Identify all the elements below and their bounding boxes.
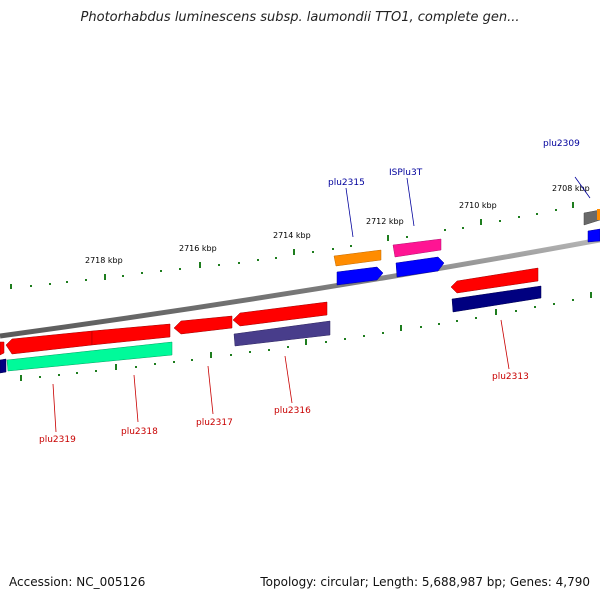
gene-reverse-darkblue-2[interactable] bbox=[451, 285, 542, 313]
lower-tick-ruler bbox=[20, 292, 592, 381]
gene-forward-blue-3[interactable] bbox=[587, 228, 600, 243]
accession-text: Accession: NC_005126 bbox=[9, 575, 146, 589]
map-title: Photorhabdus luminescens subsp. laumondi… bbox=[80, 10, 520, 25]
reverse-genes bbox=[0, 267, 542, 374]
gene-forward-gray[interactable] bbox=[583, 209, 600, 226]
scale-label-2714: 2714 kbp bbox=[273, 231, 311, 240]
gene-label-plu2316[interactable]: plu2316 bbox=[274, 406, 311, 416]
label-leaders bbox=[52, 176, 591, 433]
gene-label-plu2318[interactable]: plu2318 bbox=[121, 427, 158, 437]
upper-tick-ruler bbox=[10, 202, 574, 289]
gene-label-plu2315[interactable]: plu2315 bbox=[328, 178, 365, 188]
gene-reverse-red-4[interactable] bbox=[173, 315, 233, 335]
gene-reverse-red-1[interactable] bbox=[0, 341, 5, 356]
forward-genes bbox=[333, 209, 600, 286]
scale-label-2710: 2710 kbp bbox=[459, 201, 497, 210]
gene-label-isplu3t[interactable]: ISPlu3T bbox=[389, 168, 423, 178]
genome-summary-text: Topology: circular; Length: 5,688,987 bp… bbox=[260, 575, 590, 589]
gene-forward-pink[interactable] bbox=[392, 238, 442, 258]
gene-reverse-purple[interactable] bbox=[233, 320, 331, 347]
gene-reverse-red-3[interactable] bbox=[91, 323, 171, 346]
gene-forward-blue-1[interactable] bbox=[336, 266, 384, 286]
scale-label-2718: 2718 kbp bbox=[85, 256, 123, 265]
gene-label-plu2317[interactable]: plu2317 bbox=[196, 418, 233, 428]
gene-reverse-red-5[interactable] bbox=[232, 301, 328, 327]
scale-label-2708: 2708 kbp bbox=[552, 184, 590, 193]
gene-forward-orange-edge bbox=[597, 209, 600, 220]
gene-label-plu2319[interactable]: plu2319 bbox=[39, 435, 76, 445]
gene-forward-orange[interactable] bbox=[333, 249, 382, 267]
scale-label-2716: 2716 kbp bbox=[179, 244, 217, 253]
gene-reverse-darkblue-1[interactable] bbox=[0, 358, 7, 374]
genome-backbone bbox=[0, 237, 600, 339]
gene-forward-blue-2[interactable] bbox=[395, 256, 445, 278]
gene-label-plu2313[interactable]: plu2313 bbox=[492, 372, 529, 382]
gene-reverse-green[interactable] bbox=[6, 341, 173, 372]
gene-reverse-red-6[interactable] bbox=[450, 267, 539, 294]
gene-label-plu2309[interactable]: plu2309 bbox=[543, 139, 580, 149]
scale-label-2712: 2712 kbp bbox=[366, 217, 404, 226]
